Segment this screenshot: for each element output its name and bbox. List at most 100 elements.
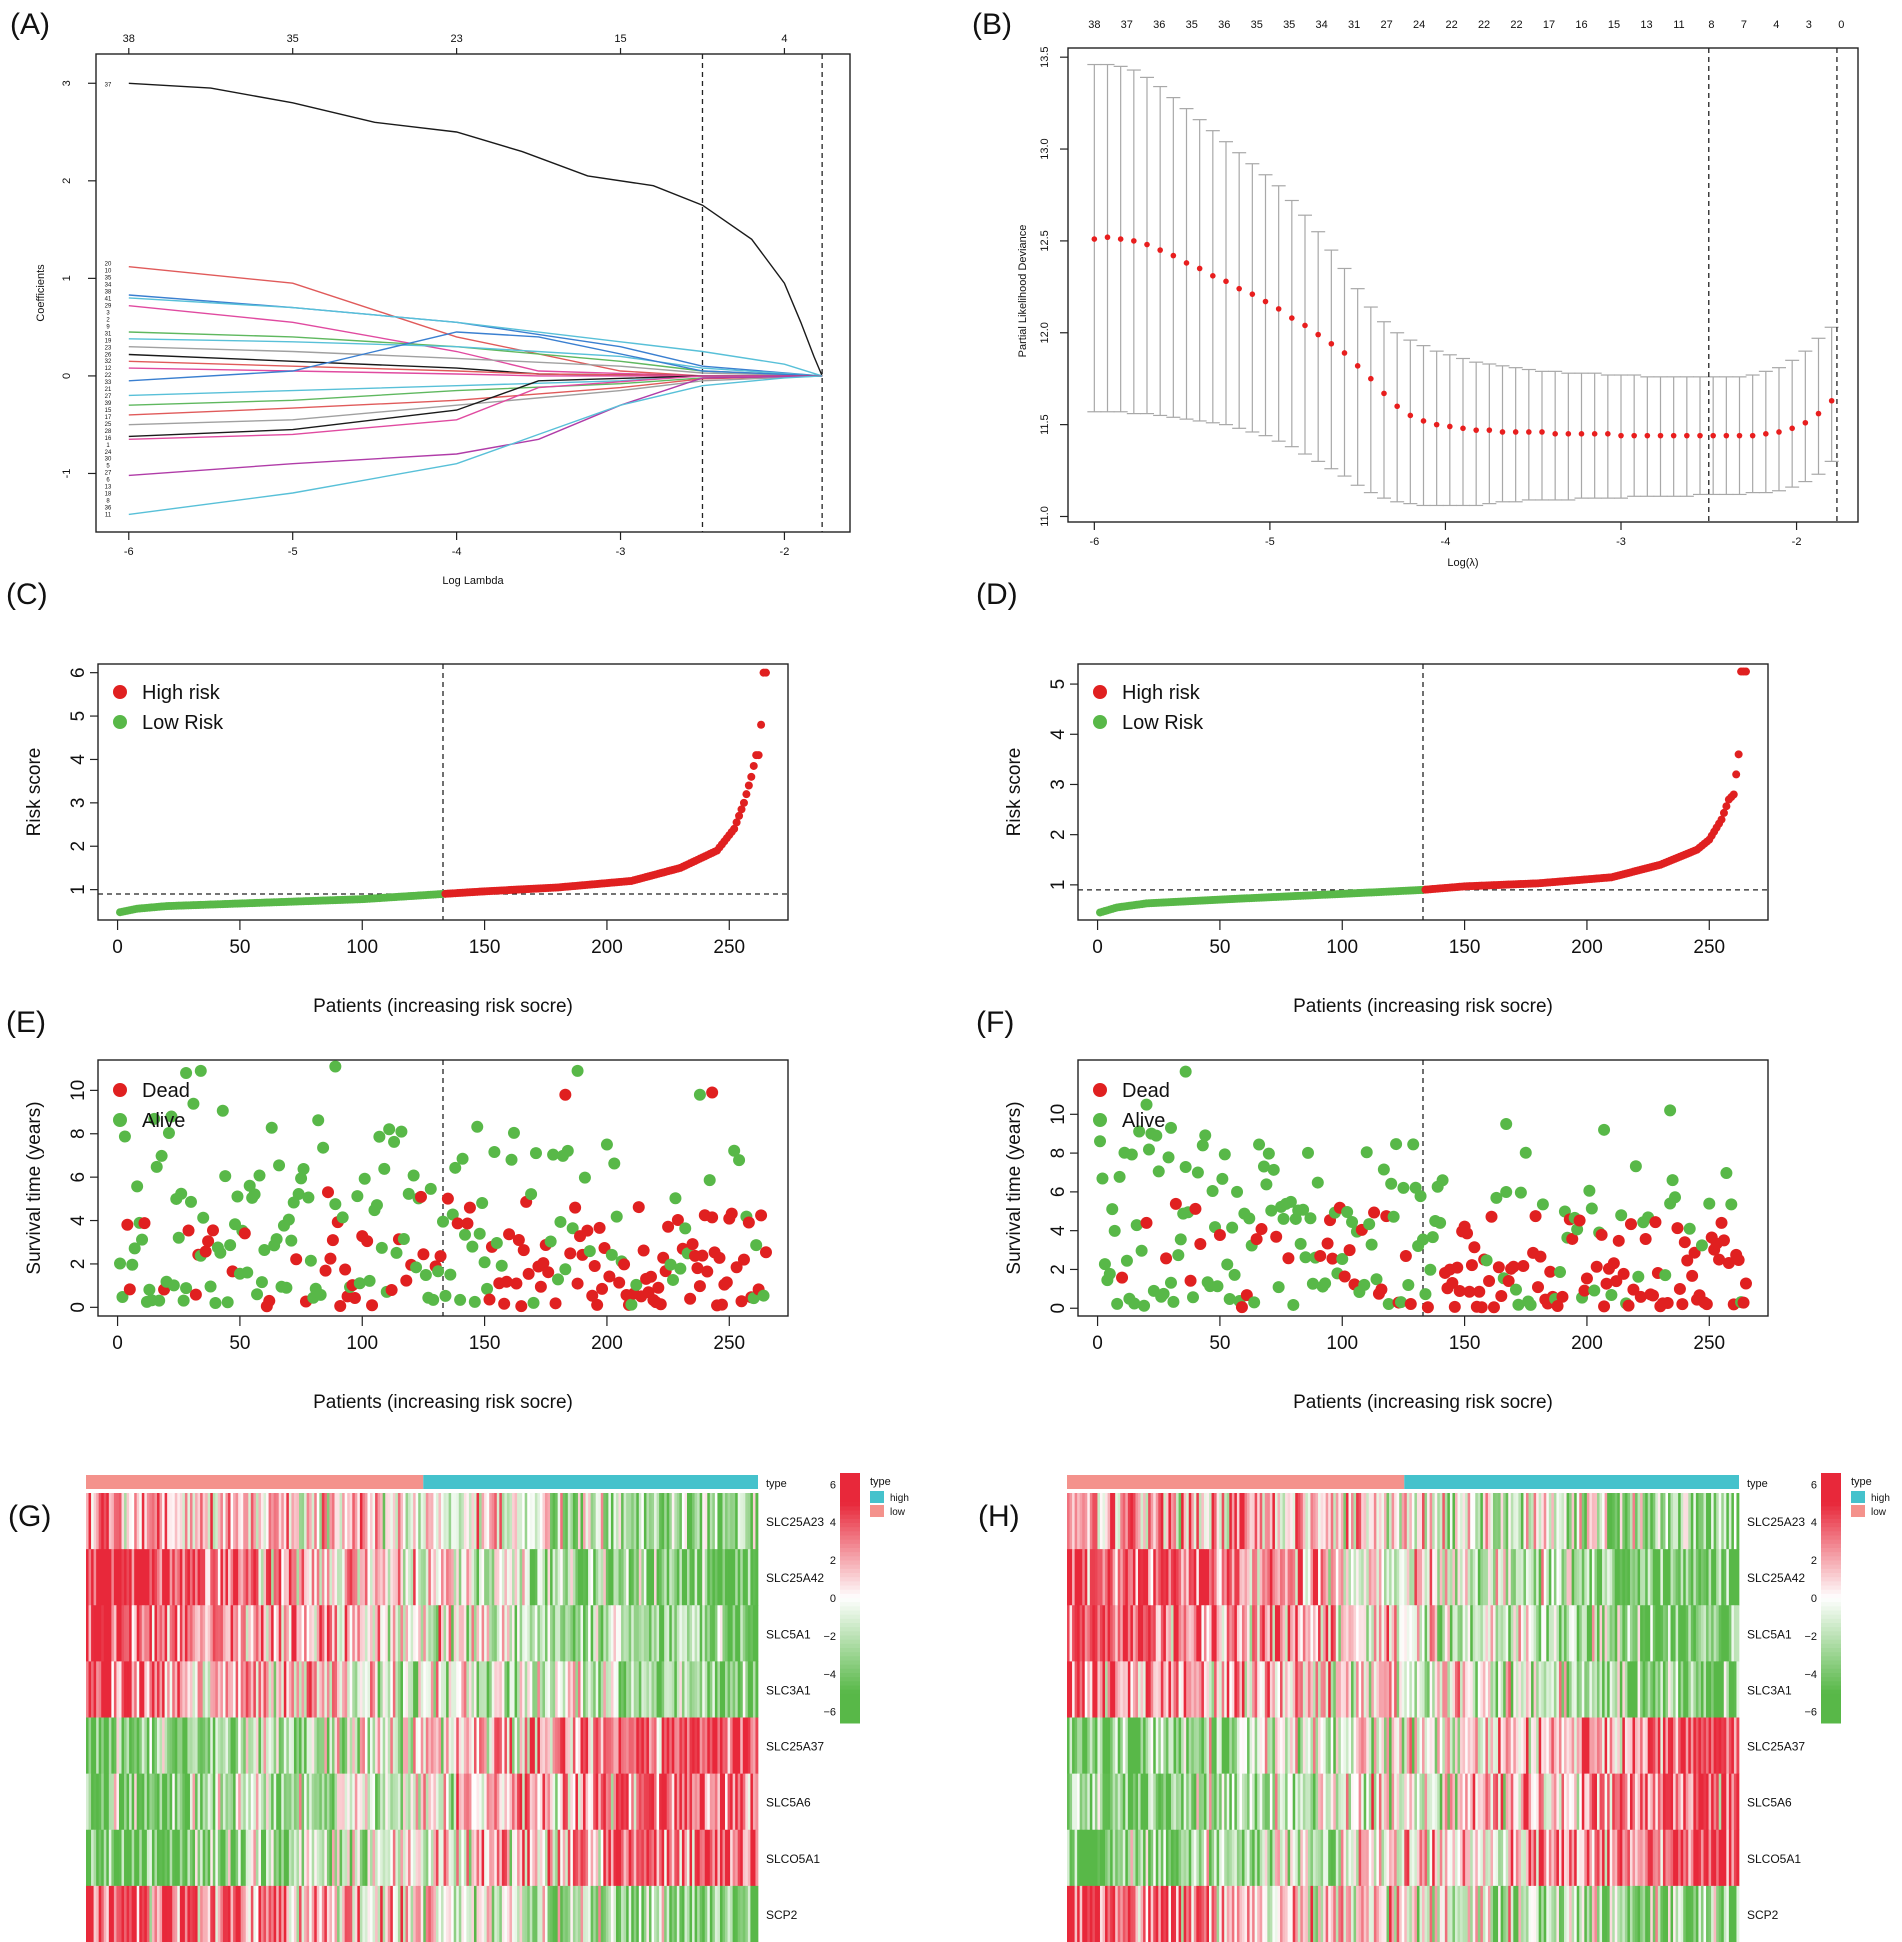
heatmap-train-cell — [159, 1493, 163, 1550]
heatmap-train-cell — [151, 1773, 155, 1831]
heatmap-test-cell — [1574, 1493, 1578, 1550]
heatmap-train-cell — [154, 1773, 158, 1831]
survival-train-x-tick-label: 200 — [591, 1333, 623, 1354]
heatmap-test-cell — [1087, 1493, 1091, 1550]
deviance-point — [1302, 322, 1308, 329]
heatmap-train-cell — [567, 1773, 571, 1831]
heatmap-test-cell — [1718, 1605, 1722, 1662]
deviance-point — [1341, 350, 1348, 356]
heatmap-train-cell — [725, 1829, 728, 1887]
heatmap-test-cell — [1229, 1493, 1233, 1550]
heatmap-train-cell — [613, 1493, 617, 1550]
heatmap-train-cell — [331, 1773, 335, 1831]
heatmap-test-cell — [1485, 1549, 1489, 1606]
heatmap-test-cell — [1328, 1661, 1332, 1718]
heatmap-test-cell — [1409, 1549, 1413, 1606]
heatmap-train-cell — [88, 1605, 92, 1662]
deviance-point — [1433, 421, 1440, 428]
heatmap-train-cell — [375, 1493, 378, 1550]
heatmap-test-cell — [1520, 1661, 1524, 1718]
heatmap-test-cell — [1198, 1605, 1202, 1662]
heatmap-train-cell — [484, 1885, 488, 1942]
heatmap-test-cell — [1581, 1493, 1585, 1550]
heatmap-train-cell — [575, 1605, 579, 1662]
heatmap-train-cell — [499, 1549, 503, 1606]
heatmap-test-cell — [1480, 1493, 1484, 1550]
heatmap-train-cell — [725, 1773, 728, 1831]
heatmap-train-cell — [339, 1549, 343, 1606]
heatmap-train-cell — [628, 1717, 632, 1775]
heatmap-train-cell — [628, 1661, 632, 1718]
heatmap-train-cell — [463, 1493, 467, 1550]
heatmap-train-cell — [418, 1549, 422, 1606]
heatmap-test-cell — [1168, 1717, 1172, 1775]
survival-test-patient-point — [1659, 1269, 1672, 1282]
heatmap-train-cell — [588, 1493, 591, 1550]
heatmap-train-cell — [588, 1549, 591, 1606]
survival-test-patient-point — [1426, 1231, 1439, 1244]
heatmap-test-cell — [1318, 1605, 1321, 1662]
heatmap-test-cell — [1736, 1493, 1740, 1550]
heatmap-train-cell — [281, 1661, 285, 1718]
heatmap-train-cell — [129, 1829, 132, 1887]
heatmap-test-cell — [1196, 1661, 1200, 1718]
heatmap-test-cell — [1695, 1493, 1699, 1550]
heatmap-test-cell — [1399, 1549, 1403, 1606]
heatmap-train-cell — [671, 1829, 675, 1887]
survival-train-patient-point — [317, 1141, 330, 1154]
heatmap-train-cell — [263, 1717, 267, 1775]
heatmap-train-cell — [499, 1605, 503, 1662]
heatmap-test-cell — [1181, 1717, 1184, 1775]
survival-train-patient-point — [199, 1245, 212, 1258]
heatmap-test-cell — [1077, 1717, 1081, 1775]
survival-test-patient-point — [1534, 1250, 1547, 1263]
heatmap-train-cell — [433, 1549, 437, 1606]
survival-test-patient-point — [1622, 1299, 1635, 1312]
survival-train-patient-point — [490, 1237, 503, 1250]
heatmap-test-cell — [1607, 1493, 1611, 1550]
heatmap-test-cell — [1236, 1717, 1240, 1775]
heatmap-train-cell — [608, 1549, 612, 1606]
heatmap-test-cell — [1391, 1717, 1395, 1775]
deviance-point — [1183, 260, 1190, 266]
heatmap-train-cell — [737, 1549, 741, 1606]
heatmap-train-cell — [752, 1493, 756, 1550]
heatmap-test-cell — [1660, 1549, 1664, 1606]
survival-train-patient-point — [454, 1293, 467, 1306]
heatmap-train-cell — [250, 1885, 254, 1942]
heatmap-train-cell — [362, 1885, 366, 1942]
heatmap-test-cell — [1528, 1661, 1532, 1718]
heatmap-test-cell — [1673, 1605, 1676, 1662]
heatmap-test-cell — [1074, 1493, 1078, 1550]
heatmap-test-cell — [1490, 1661, 1494, 1718]
heatmap-test-cell — [1607, 1661, 1611, 1718]
heatmap-train-cell — [570, 1605, 574, 1662]
heatmap-test-cell — [1092, 1549, 1096, 1606]
heatmap-test-cell — [1067, 1717, 1070, 1775]
heatmap-train-cell — [471, 1885, 475, 1942]
survival-train-patient-point — [437, 1215, 449, 1228]
heatmap-train-cell — [189, 1661, 193, 1718]
heatmap-test-cell — [1254, 1717, 1258, 1775]
heatmap-train-cell — [537, 1717, 541, 1775]
heatmap-train-cell — [402, 1549, 406, 1606]
heatmap-test-cell — [1176, 1717, 1179, 1775]
heatmap-test-cell — [1117, 1717, 1121, 1775]
survival-test-patient-point — [1448, 1300, 1461, 1313]
heatmap-train-cell — [96, 1885, 100, 1942]
heatmap-train-cell — [527, 1661, 531, 1718]
heatmap-test-cell — [1700, 1493, 1704, 1550]
heatmap-train-colorbar-segment — [840, 1639, 860, 1645]
heatmap-train-cell — [600, 1549, 604, 1606]
heatmap-train-cell — [415, 1605, 419, 1662]
heatmap-train-cell — [745, 1829, 749, 1887]
heatmap-test-cell — [1622, 1605, 1626, 1662]
heatmap-test-cell — [1110, 1717, 1113, 1775]
heatmap-train-cell — [367, 1661, 371, 1718]
heatmap-train-cell — [704, 1717, 708, 1775]
heatmap-train-cell — [96, 1829, 100, 1887]
heatmap-train-cell — [506, 1885, 510, 1942]
heatmap-train-cell — [707, 1773, 711, 1831]
heatmap-train-cell — [524, 1549, 528, 1606]
heatmap-test-cell — [1074, 1717, 1078, 1775]
